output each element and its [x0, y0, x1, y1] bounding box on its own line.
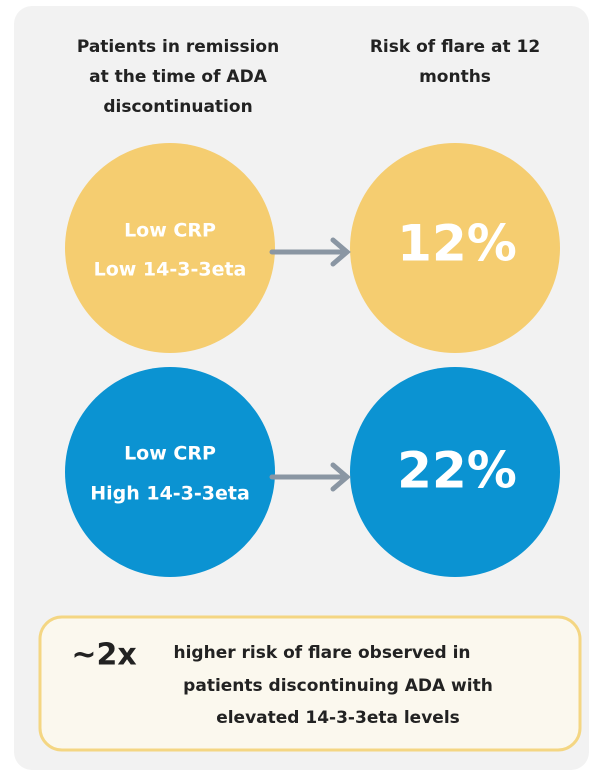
summary-line: patients discontinuing ADA with: [183, 676, 493, 696]
header-left: at the time of ADA: [89, 67, 268, 87]
output-circle: [350, 367, 560, 577]
circle-label: Low 14-3-3eta: [94, 259, 247, 281]
arrows: [269, 237, 351, 492]
summary-line: elevated 14-3-3eta levels: [216, 708, 460, 728]
circle-label: High 14-3-3eta: [90, 483, 250, 505]
header-left: discontinuation: [103, 97, 252, 117]
output-circle: [350, 143, 560, 353]
risk-value: 22%: [397, 442, 517, 500]
input-circle: [65, 143, 275, 353]
circle-label: Low CRP: [124, 220, 216, 242]
input-circle: [65, 367, 275, 577]
summary-box: [38, 615, 582, 752]
summary-line: higher risk of flare observed in: [174, 643, 471, 663]
header-right: Risk of flare at 12: [370, 37, 540, 57]
header-right: months: [419, 67, 491, 87]
emphasis: ~2x: [71, 638, 136, 673]
header-left: Patients in remission: [77, 37, 279, 57]
risk-value: 12%: [397, 215, 517, 273]
circle-label: Low CRP: [124, 443, 216, 465]
